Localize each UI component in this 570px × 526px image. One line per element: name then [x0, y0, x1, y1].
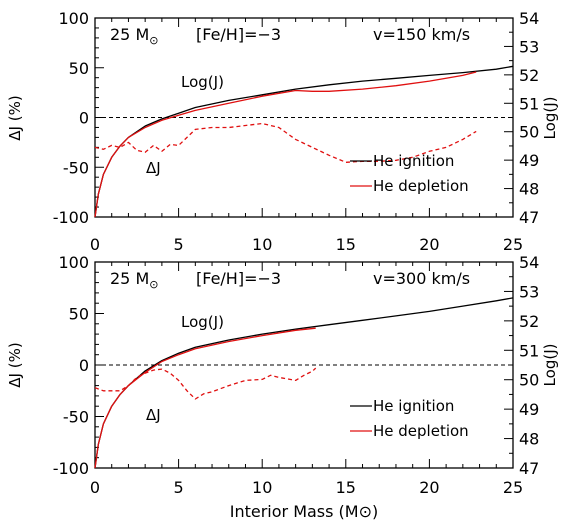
panel-top-right-ticks: 47 48 49 50 51 52 53 54: [504, 9, 539, 227]
panel-bottom-series: [94, 297, 514, 469]
panel-bottom: 0 5 10 15 20 25 -100 -50 0 50 100 47 48 49 50 51 52 53 5…: [6, 253, 559, 521]
right-tick-label: 49: [519, 151, 539, 170]
series-line-delta-j: [94, 122, 477, 163]
right-tick-label: 52: [519, 312, 539, 331]
right-tick-label: 54: [519, 9, 539, 28]
panel-bottom-right-axis-label: Log(J): [541, 344, 559, 387]
panel-bottom-velocity-label: v=300 km/s: [373, 269, 470, 288]
left-tick-label: -100: [53, 459, 89, 478]
x-tick-label: 25: [503, 478, 523, 497]
right-tick-label: 48: [519, 180, 539, 199]
panel-bottom-deltaj-annotation: ΔJ: [146, 406, 161, 424]
panel-top-logj-annotation: Log(J): [181, 73, 224, 91]
panel-top-velocity-label: v=150 km/s: [373, 25, 470, 44]
series-line-delta-j: [94, 367, 317, 400]
x-tick-label: 5: [174, 235, 184, 254]
panel-top-left-ticks: -100 -50 0 50 100: [53, 9, 104, 227]
right-tick-label: 51: [519, 94, 539, 113]
panel-top-left-axis-label: ΔJ (%): [6, 95, 24, 140]
left-tick-label: 50: [69, 59, 89, 78]
left-tick-label: 50: [69, 305, 89, 324]
right-tick-label: 47: [519, 208, 539, 227]
panel-top: 0 5 10 15 20 25 -100 -50 0 50 100 47 48 49 50 51 52 53 5…: [6, 9, 559, 254]
panel-top-right-axis-label: Log(J): [541, 97, 559, 140]
x-tick-label: 10: [252, 478, 272, 497]
left-tick-label: 0: [79, 356, 89, 375]
series-line-he-ignition: [94, 297, 514, 469]
right-tick-label: 49: [519, 400, 539, 419]
right-tick-label: 51: [519, 341, 539, 360]
right-tick-label: 53: [519, 37, 539, 56]
x-tick-label: 0: [90, 478, 100, 497]
x-axis-title: Interior Mass (M⊙): [230, 502, 379, 521]
left-tick-label: -100: [53, 208, 89, 227]
panel-bottom-logj-annotation: Log(J): [181, 313, 224, 331]
right-tick-label: 50: [519, 371, 539, 390]
left-tick-label: -50: [63, 158, 89, 177]
panel-bottom-x-ticks: 0 5 10 15 20 25: [90, 262, 523, 497]
panel-bottom-left-axis-label: ΔJ (%): [6, 342, 24, 387]
x-tick-label: 15: [336, 478, 356, 497]
panel-top-deltaj-annotation: ΔJ: [146, 159, 161, 177]
right-tick-label: 53: [519, 282, 539, 301]
left-tick-label: 100: [58, 253, 89, 272]
right-tick-label: 54: [519, 253, 539, 272]
panel-top-metallicity-label: [Fe/H]=−3: [196, 25, 281, 44]
series-line-he-depletion: [94, 71, 477, 218]
panel-top-mass-label: 25 M⊙: [110, 25, 158, 47]
right-tick-label: 48: [519, 430, 539, 449]
panel-top-series: [94, 65, 514, 218]
left-tick-label: -50: [63, 408, 89, 427]
x-tick-label: 20: [419, 478, 439, 497]
right-tick-label: 47: [519, 459, 539, 478]
x-tick-label: 20: [419, 235, 439, 254]
panel-bottom-mass-label: 25 M⊙: [110, 269, 158, 291]
legend-label-he-ignition: He ignition: [373, 152, 454, 170]
x-tick-label: 5: [174, 478, 184, 497]
x-tick-label: 0: [90, 235, 100, 254]
panel-bottom-right-ticks: 47 48 49 50 51 52 53 54: [504, 253, 539, 478]
right-tick-label: 52: [519, 66, 539, 85]
left-tick-label: 100: [58, 9, 89, 28]
left-tick-label: 0: [79, 109, 89, 128]
panel-bottom-metallicity-label: [Fe/H]=−3: [196, 269, 281, 288]
x-tick-label: 15: [336, 235, 356, 254]
panel-bottom-left-ticks: -100 -50 0 50 100: [53, 253, 104, 478]
x-tick-label: 10: [252, 235, 272, 254]
legend-label-he-depletion: He depletion: [373, 422, 469, 440]
panel-top-x-ticks: 0 5 10 15 20 25: [90, 18, 523, 254]
legend-label-he-ignition: He ignition: [373, 397, 454, 415]
series-line-he-depletion: [94, 327, 316, 469]
x-tick-label: 25: [503, 235, 523, 254]
right-tick-label: 50: [519, 123, 539, 142]
legend-label-he-depletion: He depletion: [373, 177, 469, 195]
